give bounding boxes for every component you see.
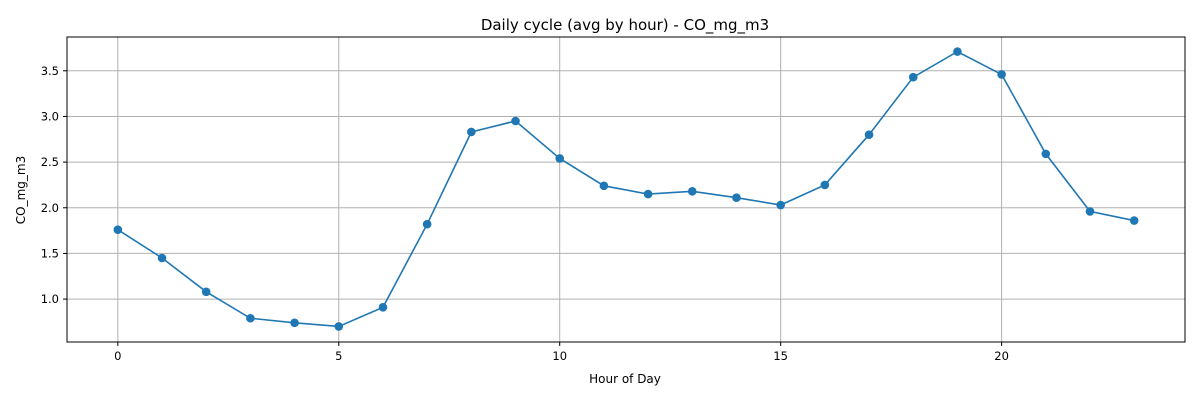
data-point <box>820 180 830 190</box>
y-tick-label: 2.0 <box>41 201 59 215</box>
data-point <box>511 116 520 126</box>
data-point <box>378 302 388 312</box>
x-tick-label: 10 <box>552 349 567 363</box>
data-point <box>1129 216 1139 225</box>
y-tick-label: 2.5 <box>41 155 59 169</box>
data-point <box>732 193 741 203</box>
grid-lines <box>67 37 1185 342</box>
series-points-layer <box>113 47 1139 331</box>
data-point <box>599 181 609 191</box>
data-point <box>1085 207 1095 216</box>
x-tick-label: 5 <box>335 349 342 363</box>
data-point <box>290 318 299 328</box>
y-tick-label: 1.5 <box>41 246 59 260</box>
chart-title: Daily cycle (avg by hour) - CO_mg_m3 <box>481 16 769 35</box>
x-tick-label: 20 <box>994 349 1009 363</box>
x-axis-label: Hour of Day <box>589 372 661 386</box>
x-tick-label: 0 <box>114 349 121 363</box>
data-point <box>422 219 432 229</box>
data-point <box>201 287 211 297</box>
data-point <box>246 313 255 323</box>
data-point <box>555 154 565 163</box>
plot-frame <box>66 36 1186 343</box>
y-axis: 1.0 1.5 2.0 2.5 3.0 3.5 <box>41 64 67 306</box>
data-point <box>334 322 344 331</box>
data-point <box>953 47 962 56</box>
data-point <box>1041 149 1051 159</box>
data-point <box>157 253 167 263</box>
data-point <box>997 70 1006 79</box>
data-point <box>467 127 476 137</box>
y-tick-label: 1.0 <box>41 292 59 306</box>
data-point <box>687 187 697 196</box>
data-point <box>864 130 874 140</box>
data-point <box>113 225 123 234</box>
data-point <box>908 72 918 82</box>
x-axis: 0 5 10 15 20 <box>114 342 1009 363</box>
series-line-layer <box>117 50 1135 328</box>
y-tick-label: 3.0 <box>41 109 59 123</box>
y-tick-label: 3.5 <box>41 64 59 78</box>
series-line <box>117 50 1135 328</box>
y-axis-label: CO_mg_m3 <box>14 156 28 224</box>
x-tick-label: 15 <box>773 349 788 363</box>
data-point <box>643 189 653 199</box>
data-point <box>776 200 785 210</box>
